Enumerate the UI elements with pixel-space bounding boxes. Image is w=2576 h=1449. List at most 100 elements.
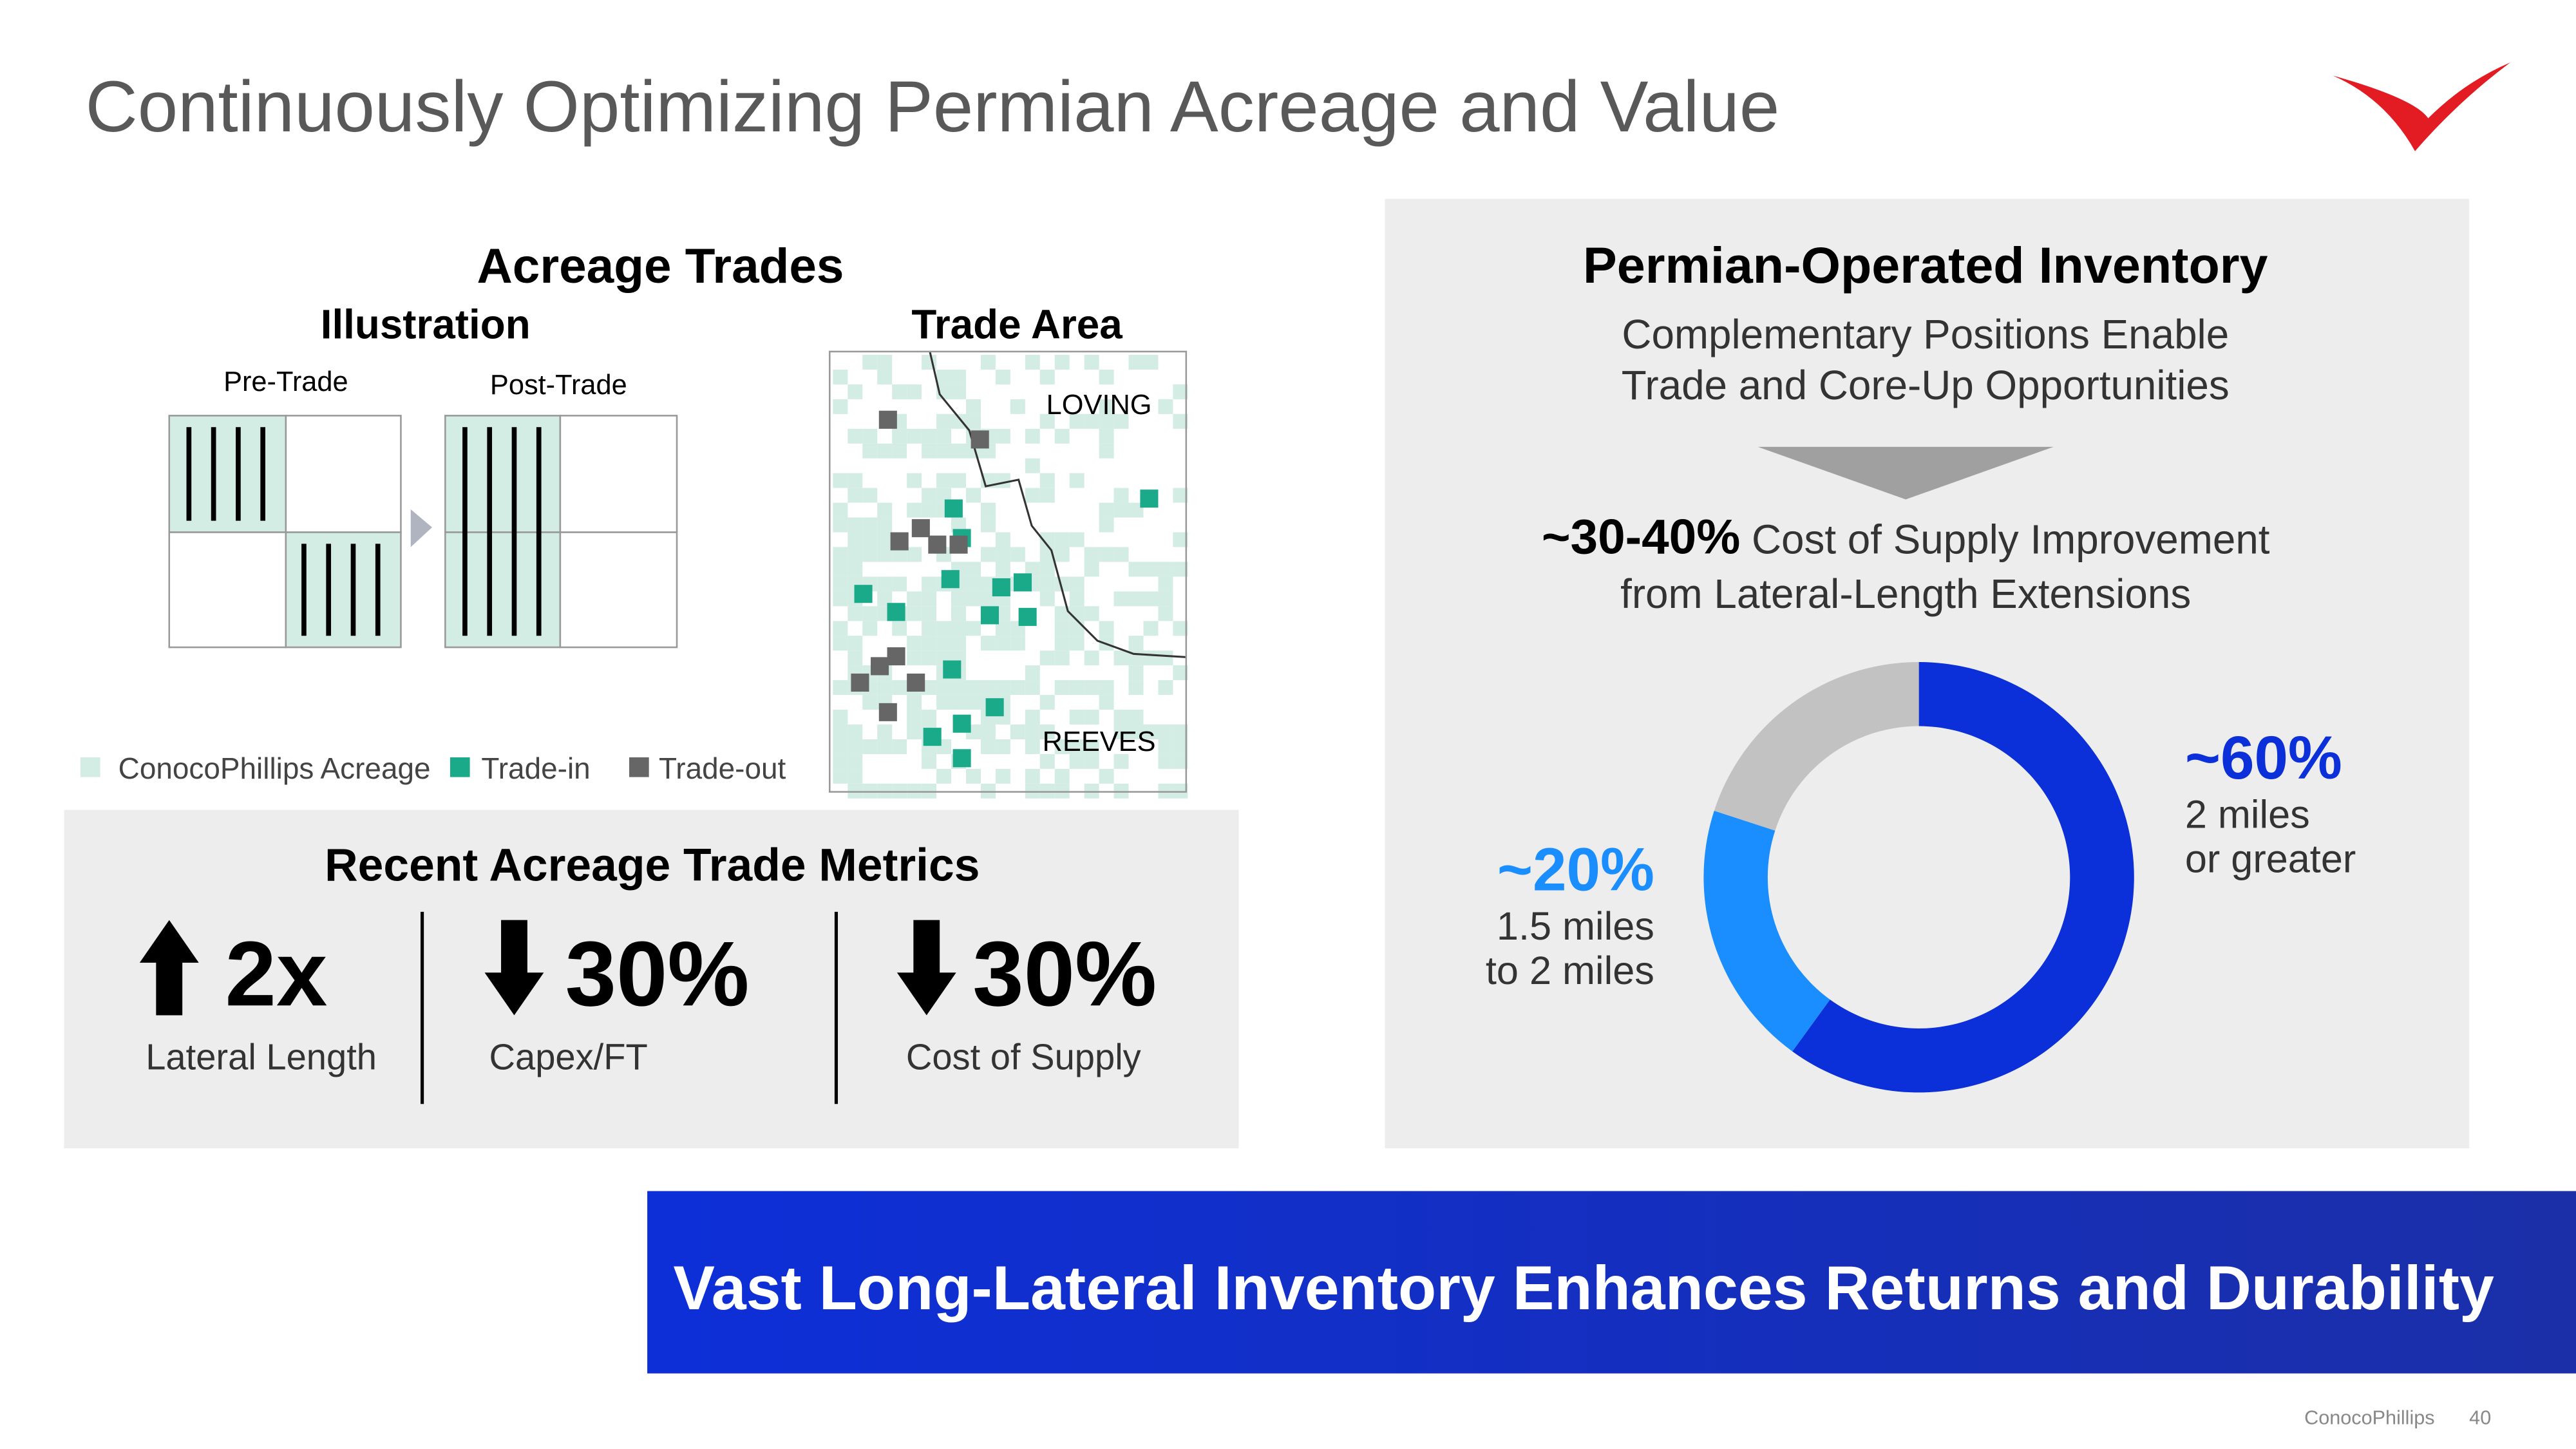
acreage <box>877 547 893 562</box>
acreage <box>1054 428 1070 444</box>
acreage <box>1113 413 1129 429</box>
acreage <box>877 517 893 533</box>
acreage <box>1084 547 1099 562</box>
highlight-figure: ~30-40% <box>1542 510 1740 565</box>
arrow <box>410 509 432 547</box>
trade-map <box>829 351 1188 799</box>
acreage <box>877 369 893 384</box>
acreage <box>1158 753 1173 769</box>
acreage <box>936 636 952 651</box>
subtitle: Trade and Core-Up Opportunities <box>1622 362 2230 408</box>
acreage <box>1099 547 1114 562</box>
river <box>929 351 1186 658</box>
acreage <box>1113 724 1129 739</box>
acreage <box>1054 576 1070 592</box>
acreage <box>1173 724 1188 739</box>
acreage <box>951 443 966 459</box>
acreage <box>951 517 966 533</box>
acreage <box>995 547 1010 562</box>
acreage <box>1099 399 1114 414</box>
acreage <box>833 621 848 636</box>
metric-label: Capex/FT <box>489 1037 647 1077</box>
acreage <box>951 413 966 429</box>
acreage <box>980 680 996 696</box>
acreage <box>1173 413 1188 429</box>
metric-arrow <box>896 920 956 1016</box>
acreage <box>1054 650 1070 666</box>
banner-text: Vast Long-Lateral Inventory Enhances Ret… <box>673 1253 2494 1323</box>
acreage <box>1143 562 1159 577</box>
trade-in <box>941 570 960 589</box>
acreage <box>995 606 1010 621</box>
trade-in <box>952 749 971 768</box>
trade-in <box>952 714 971 733</box>
acreage <box>848 768 863 784</box>
acreage <box>892 443 907 459</box>
acreage <box>1099 413 1114 429</box>
acreage <box>1039 473 1055 488</box>
acreage <box>833 724 848 739</box>
acreage <box>862 488 878 503</box>
trade-out <box>878 703 897 721</box>
acreage <box>951 636 966 651</box>
acreage <box>1173 621 1188 636</box>
acreage <box>922 710 937 724</box>
trade-in <box>1140 489 1159 508</box>
acreage <box>1069 680 1084 696</box>
acreage <box>1128 665 1144 681</box>
acreage <box>1113 710 1129 724</box>
acreage <box>1128 562 1144 577</box>
metrics-panel <box>64 810 1239 1149</box>
acreage <box>1113 547 1129 562</box>
acreage <box>1128 724 1144 739</box>
cell <box>559 415 678 533</box>
acreage <box>966 488 981 503</box>
acreage <box>892 680 907 696</box>
category-label: 2 miles <box>2185 793 2310 837</box>
acreage <box>1143 621 1159 636</box>
acreage <box>1039 724 1055 739</box>
acreage <box>1069 710 1084 724</box>
acreage <box>1099 621 1114 636</box>
acreage <box>862 532 878 547</box>
label: Post-Trade <box>490 370 627 401</box>
acreage <box>966 768 981 784</box>
acreage <box>1113 650 1129 666</box>
acreage <box>1173 488 1188 503</box>
highlight-text: from Lateral-Length Extensions <box>1620 571 2191 617</box>
acreage <box>922 680 937 696</box>
map-label: REEVES <box>1043 726 1156 757</box>
acreage <box>877 443 893 459</box>
acreage <box>1069 621 1084 636</box>
acreage <box>1158 399 1173 414</box>
acreage <box>966 591 981 607</box>
acreage <box>1099 443 1114 459</box>
acreage <box>1173 753 1188 769</box>
acreage <box>1069 591 1084 607</box>
subsection-title: Trade Area <box>911 301 1122 348</box>
trade-in <box>923 728 942 746</box>
acreage <box>1084 606 1099 621</box>
trade-in <box>887 603 905 621</box>
acreage <box>951 473 966 488</box>
metric-figure: 30% <box>565 923 750 1025</box>
acreage <box>922 753 937 769</box>
acreage <box>862 695 878 710</box>
trade-out <box>949 535 968 554</box>
acreage <box>980 591 996 607</box>
acreage <box>951 606 966 621</box>
acreage <box>1025 665 1040 681</box>
metric-label: Lateral Length <box>146 1037 377 1077</box>
acreage <box>877 532 893 547</box>
subsection-title: Illustration <box>321 301 531 348</box>
acreage <box>1025 428 1040 444</box>
trade-in <box>854 585 873 603</box>
trade-in <box>985 698 1004 717</box>
trade-out <box>907 673 925 692</box>
acreage <box>922 428 937 444</box>
acreage <box>1010 680 1025 696</box>
acreage <box>995 369 1010 384</box>
acreage <box>1173 665 1188 681</box>
acreage <box>1158 606 1173 621</box>
